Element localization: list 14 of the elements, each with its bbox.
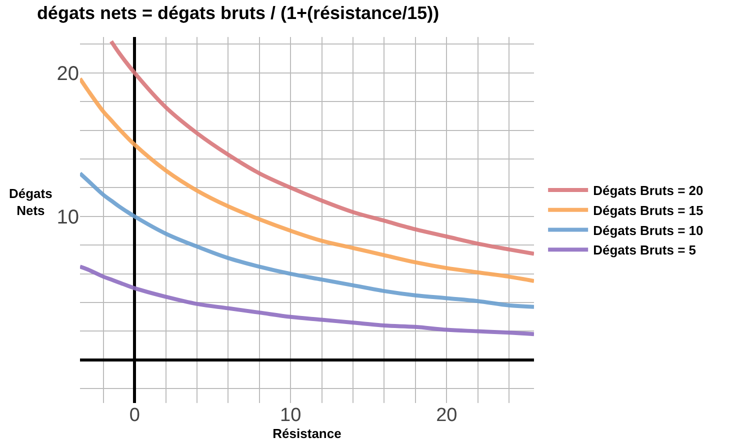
line-series: [80, 171, 534, 309]
line-series: [80, 264, 534, 336]
chart-title: dégats nets = dégats bruts / (1+(résistance/15)): [36, 3, 440, 24]
x-tick-label: 10: [280, 405, 302, 426]
legend-label: Dégats Bruts = 5: [593, 242, 696, 258]
line-series: [109, 39, 534, 256]
x-tick-label: 0: [129, 405, 140, 426]
legend-label: Dégats Bruts = 20: [593, 183, 704, 198]
legend-label: Dégats Bruts = 10: [593, 222, 704, 238]
line-series: [80, 76, 534, 283]
y-axis-title: Dégats Nets: [9, 186, 52, 218]
legend-label: Dégats Bruts = 15: [593, 202, 704, 218]
x-axis-title: Résistance: [272, 426, 342, 441]
x-tick-label: 20: [436, 405, 458, 426]
